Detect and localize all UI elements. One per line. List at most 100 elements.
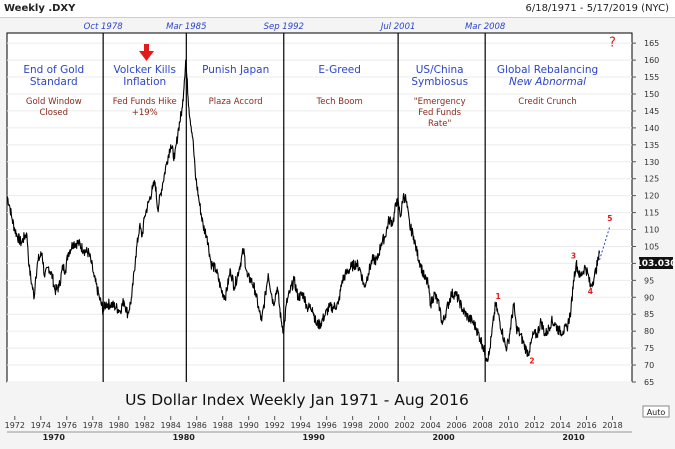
era-title-line: US/China (416, 64, 464, 76)
last-value-label: 103.030 (636, 257, 675, 269)
era-title-line: Inflation (123, 76, 166, 88)
x-tick-label: 1992 (264, 421, 284, 430)
y-tick-label: 160 (644, 56, 659, 65)
era-subtitle-line: Rate" (428, 119, 451, 129)
era-subtitle-line: Credit Crunch (518, 97, 577, 107)
x-tick-label: 1984 (161, 421, 181, 430)
auto-scale-button[interactable]: Auto (642, 405, 670, 418)
y-tick-label: 65 (644, 378, 654, 387)
wave-label: 1 (496, 292, 501, 301)
x-tick-label: 2000 (368, 421, 388, 430)
divider-date-label: Sep 1992 (264, 22, 304, 32)
x-tick-label: 1986 (187, 421, 207, 430)
era-subtitle-line: Tech Boom (316, 97, 363, 107)
decade-label: 1990 (303, 433, 326, 442)
era-subtitle-line: Gold Window (26, 97, 82, 107)
projection-line (599, 225, 611, 261)
y-tick-label: 130 (644, 158, 659, 167)
era-subtitle-line: Fed Funds Hike (113, 97, 177, 107)
x-tick-label: 2018 (602, 421, 622, 430)
wave-label: 5 (607, 214, 612, 223)
grid-lines (7, 42, 632, 383)
x-tick-label: 1982 (135, 421, 155, 430)
era-dividers: Oct 1978 Mar 1985 Sep 1992 Jul 2001 Mar 2008 (84, 22, 506, 382)
era-title-line: End of Gold (23, 64, 84, 76)
y-tick-label: 90 (644, 293, 654, 302)
chart-header-bar: Weekly .DXY 6/18/1971 - 5/17/2019 (NYC) (0, 0, 675, 18)
y-tick-label: 70 (644, 361, 654, 370)
y-tick-label: 150 (644, 90, 659, 99)
wave-label: 2 (529, 356, 534, 365)
era-title-line: Standard (30, 76, 78, 88)
x-tick-label: 1994 (290, 421, 310, 430)
era-title-line: Symbiosus (411, 76, 468, 88)
x-tick-label: 1980 (109, 421, 129, 430)
x-axis-band (7, 382, 632, 416)
y-tick-label: 110 (644, 226, 659, 235)
y-tick-label: 165 (644, 39, 659, 48)
y-tick-label: 135 (644, 141, 659, 150)
y-tick-label: 120 (644, 192, 659, 201)
era-subtitle-line: Fed Funds (418, 108, 461, 118)
x-tick-label: 2010 (498, 421, 518, 430)
era-subtitle-line: Plaza Accord (209, 97, 263, 107)
price-line (6, 59, 601, 362)
x-axis: 1972 1974 1976 1978 1980 1982 1984 1986 1988 1990… (5, 416, 632, 442)
y-tick-label: 95 (644, 276, 654, 285)
era-title-line: Punish Japan (202, 64, 269, 76)
decade-label: 2000 (432, 433, 455, 442)
x-tick-label: 2008 (472, 421, 492, 430)
y-tick-label: 80 (644, 327, 654, 336)
x-tick-label: 1974 (31, 421, 51, 430)
wave-label: 4 (588, 287, 593, 296)
divider-date-label: Jul 2001 (379, 22, 416, 32)
x-tick-label: 1988 (213, 421, 233, 430)
y-tick-label: 75 (644, 344, 654, 353)
era-title-line: Volcker Kills (114, 64, 176, 76)
x-tick-label: 2014 (550, 421, 570, 430)
y-tick-label: 125 (644, 175, 659, 184)
y-tick-label: 115 (644, 209, 659, 218)
x-tick-label: 1996 (316, 421, 336, 430)
x-tick-label: 2012 (524, 421, 544, 430)
divider-date-label: Mar 1985 (166, 22, 206, 32)
y-tick-label: 155 (644, 73, 659, 82)
wave-labels: 1 2 3 4 5? (496, 36, 616, 366)
y-axis: 6570758085909510010511011512012513013514… (632, 39, 659, 387)
down-arrow-icon (139, 44, 154, 61)
x-tick-label: 1978 (83, 421, 103, 430)
divider-date-label: Oct 1978 (84, 22, 124, 32)
y-tick-label: 105 (644, 242, 659, 251)
era-subtitle-line: +19% (132, 108, 158, 118)
y-tick-label: 140 (644, 124, 659, 133)
wave-label: 3 (571, 251, 576, 260)
x-tick-label: 2002 (394, 421, 414, 430)
y-tick-label: 85 (644, 310, 654, 319)
x-tick-label: 2016 (576, 421, 596, 430)
date-range: 6/18/1971 - 5/17/2019 (NYC) (525, 3, 669, 14)
era-title-line: E-Greed (318, 64, 361, 76)
auto-scale-label: Auto (647, 408, 666, 417)
chart-title: US Dollar Index Weekly Jan 1971 - Aug 20… (125, 391, 469, 409)
x-tick-label: 2006 (446, 421, 466, 430)
decade-label: 1970 (43, 433, 66, 442)
last-value-text: 103.030 (636, 259, 675, 269)
x-tick-label: 1976 (57, 421, 77, 430)
x-tick-label: 1998 (342, 421, 362, 430)
era-title-line: New Abnormal (509, 76, 586, 88)
y-tick-label: 145 (644, 107, 659, 116)
x-tick-label: 1972 (5, 421, 25, 430)
era-subtitle-line: Closed (39, 108, 68, 118)
x-tick-label: 1990 (239, 421, 259, 430)
question-mark-label: ? (609, 36, 616, 51)
divider-date-label: Mar 2008 (465, 22, 506, 32)
x-tick-label: 2004 (420, 421, 440, 430)
symbol-title: Weekly .DXY (4, 3, 76, 14)
era-title-line: Global Rebalancing (497, 64, 598, 76)
era-subtitle-line: "Emergency (414, 97, 466, 107)
decade-label: 2010 (562, 433, 585, 442)
decade-label: 1980 (173, 433, 196, 442)
